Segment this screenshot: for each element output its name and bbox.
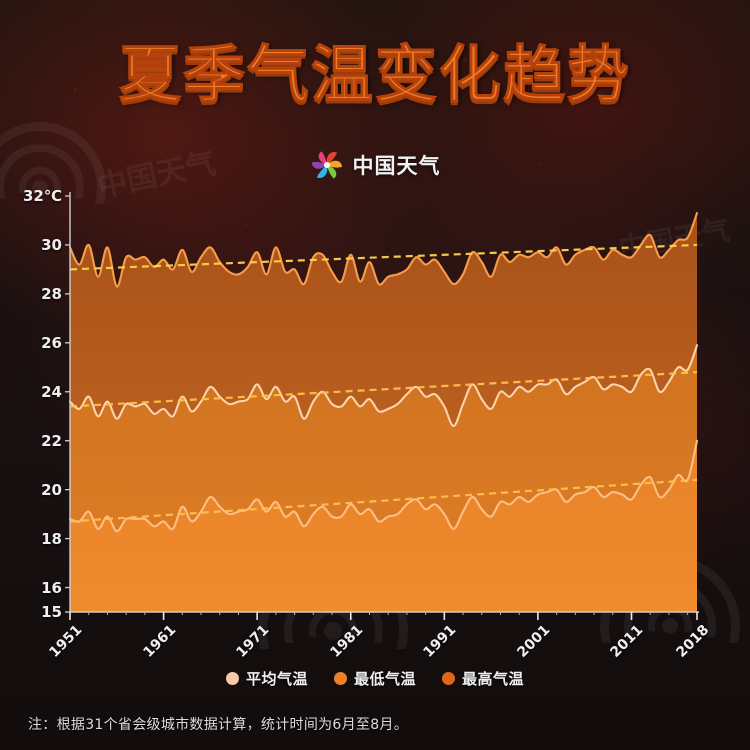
legend-color-swatch-icon <box>442 672 455 685</box>
chart-canvas <box>65 192 699 620</box>
y-axis-label: 24 <box>41 382 62 401</box>
y-axis-label: 16 <box>41 578 62 597</box>
y-axis-label: 20 <box>41 480 62 499</box>
legend-label: 平均气温 <box>245 670 308 688</box>
series-min <box>68 439 699 612</box>
legend-label: 最高气温 <box>462 670 525 688</box>
legend-item[interactable]: 最高气温 <box>442 668 524 689</box>
brand-name: 中国天气 <box>352 154 441 178</box>
legend-item[interactable]: 最低气温 <box>333 668 416 689</box>
legend-color-swatch-icon <box>333 672 347 685</box>
pinwheel-logo-icon <box>310 148 344 182</box>
brand-lockup: 中国天气 <box>0 148 750 182</box>
legend-item[interactable]: 平均气温 <box>225 668 308 689</box>
trend-line-avg <box>69 371 698 408</box>
y-axis-label: 22 <box>41 431 62 450</box>
legend-label: 最低气温 <box>353 670 416 688</box>
chart-axes <box>65 192 699 620</box>
chart-legend: 平均气温 最低气温 最高气温 <box>0 668 750 689</box>
legend-color-swatch-icon <box>225 672 239 685</box>
trend-line-max <box>69 243 698 271</box>
temperature-area-chart[interactable]: 32℃ 30 28 26 24 22 20 18 16 15 1951 1961 1971 1981 199… <box>0 0 750 661</box>
page-title: 夏季气温变化趋势 <box>118 38 631 111</box>
trend-line-min <box>69 478 698 523</box>
y-axis-label: 32℃ <box>22 187 62 205</box>
footnote: 注：根据31个省会级城市数据计算，统计时间为6月至8月。 <box>28 717 409 733</box>
y-axis-label: 15 <box>41 603 62 621</box>
y-axis-label: 28 <box>41 284 62 303</box>
y-axis-label: 30 <box>41 235 62 254</box>
y-axis-label: 18 <box>41 529 62 548</box>
y-axis-label: 26 <box>41 333 62 352</box>
